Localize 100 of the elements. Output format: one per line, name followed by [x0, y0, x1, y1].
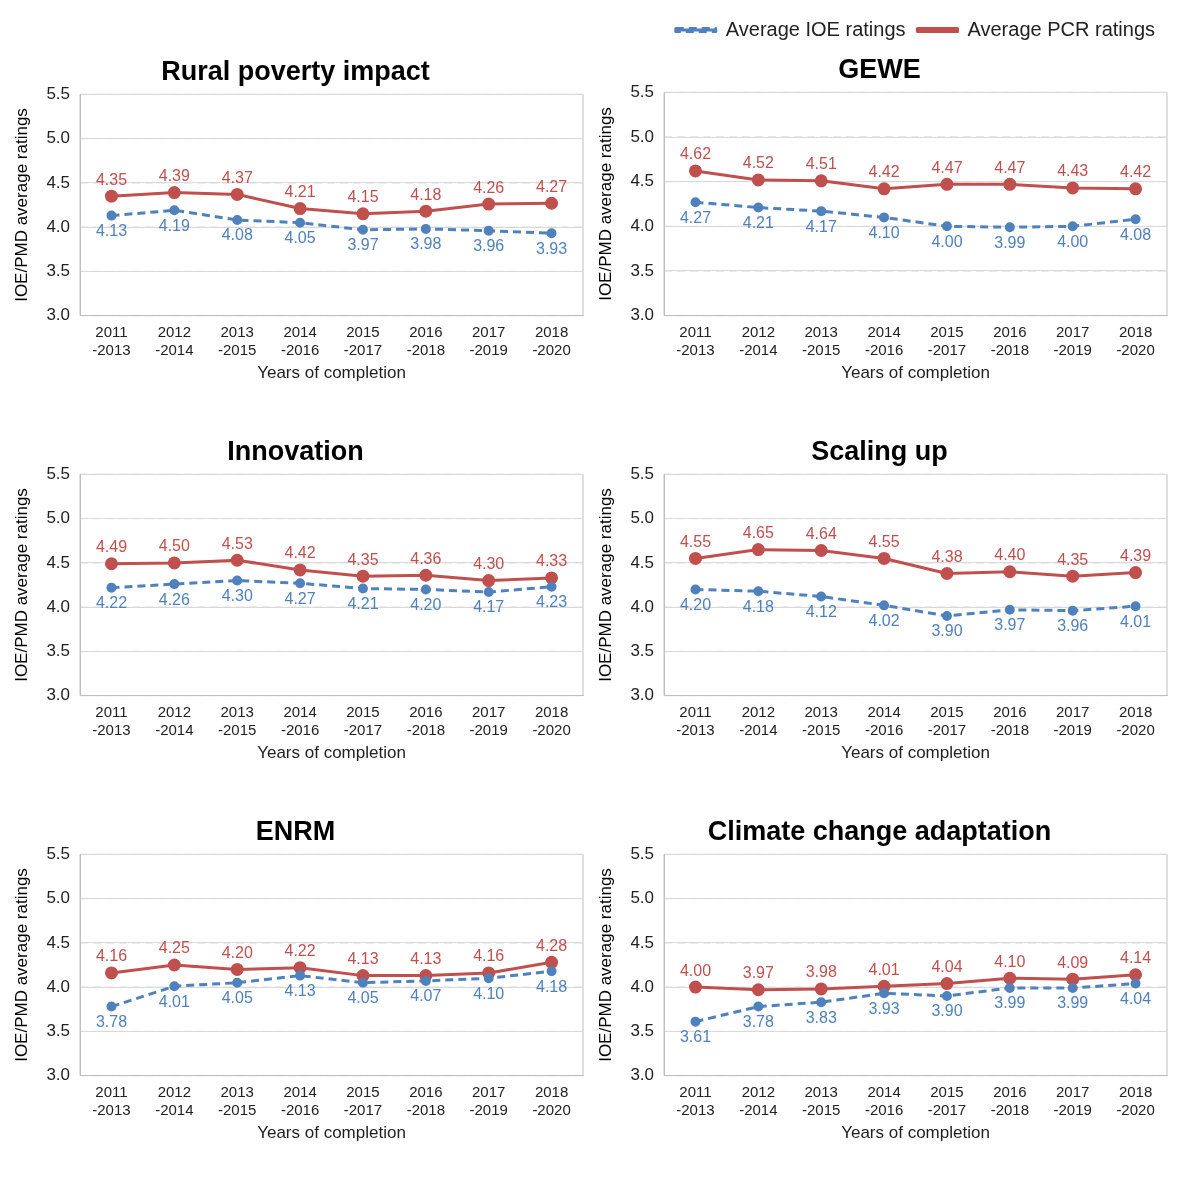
y-tick-label: 4.0 — [46, 976, 71, 996]
x-tick-label: 2014 -2016 — [280, 702, 320, 738]
x-axis-title: Years of completion — [257, 743, 406, 763]
data-label: 3.78 — [742, 1012, 775, 1030]
y-tick-label: 5.0 — [630, 888, 655, 908]
data-label: 4.35 — [347, 550, 379, 568]
x-tick-label: 2015 -2017 — [927, 322, 967, 358]
point — [167, 186, 181, 200]
y-tick-label: 4.0 — [630, 596, 655, 616]
point — [1003, 971, 1017, 985]
point — [690, 1016, 701, 1027]
point — [169, 205, 180, 216]
data-label: 4.22 — [284, 942, 316, 960]
point — [546, 228, 557, 239]
data-label: 4.14 — [1119, 949, 1152, 967]
point — [106, 210, 117, 221]
data-label: 4.04 — [931, 957, 963, 975]
data-label: 4.10 — [868, 223, 900, 241]
data-label: 4.08 — [1119, 225, 1152, 243]
data-label: 3.83 — [805, 1008, 837, 1026]
data-label: 3.96 — [1057, 617, 1089, 635]
data-label: 4.20 — [410, 595, 442, 613]
data-label: 4.02 — [868, 611, 900, 629]
point — [419, 204, 433, 218]
data-label: 3.97 — [742, 964, 775, 982]
data-label: 3.99 — [994, 233, 1026, 251]
data-label: 3.97 — [994, 616, 1026, 634]
x-tick-label: 2013 -2015 — [802, 702, 841, 738]
point — [230, 962, 244, 976]
data-label: 4.43 — [1057, 162, 1089, 180]
point — [232, 215, 243, 226]
data-label: 4.35 — [95, 170, 128, 188]
point — [877, 551, 891, 565]
point — [1066, 569, 1080, 583]
y-tick-label: 3.0 — [46, 685, 71, 705]
data-label: 4.10 — [473, 984, 505, 1002]
x-tick-label: 2012 -2014 — [739, 702, 778, 738]
data-label: 4.18 — [410, 185, 442, 203]
data-label: 4.13 — [95, 222, 128, 240]
data-label: 4.33 — [535, 552, 568, 570]
data-label: 4.27 — [284, 589, 316, 607]
y-tick-label: 3.0 — [630, 1065, 655, 1085]
point — [295, 217, 306, 228]
data-label: 4.53 — [221, 534, 253, 552]
data-label: 4.13 — [410, 950, 442, 968]
x-tick-label: 2012 -2014 — [155, 322, 194, 358]
x-tick-label: 2012 -2014 — [155, 702, 194, 738]
point — [545, 955, 559, 969]
x-tick-label: 2011 -2013 — [92, 702, 131, 738]
data-label: 4.64 — [805, 524, 837, 542]
x-tick-label: 2017 -2019 — [1053, 322, 1092, 358]
data-label: 4.08 — [221, 226, 253, 244]
data-label: 3.96 — [473, 237, 505, 255]
data-label: 4.42 — [1119, 163, 1152, 181]
data-label: 4.01 — [1119, 612, 1152, 630]
x-tick-label: 2014 -2016 — [864, 702, 904, 738]
point — [1066, 181, 1080, 195]
x-tick-label: 2014 -2016 — [864, 1082, 904, 1118]
point — [104, 557, 118, 571]
y-tick-label: 4.5 — [630, 932, 655, 952]
x-tick-label: 2018 -2020 — [532, 1082, 571, 1118]
y-tick-label: 3.0 — [630, 305, 655, 325]
point — [167, 958, 181, 972]
data-label: 4.26 — [158, 590, 191, 608]
data-label: 4.12 — [805, 602, 837, 620]
data-label: 4.19 — [158, 216, 191, 234]
y-tick-label: 4.5 — [630, 171, 655, 191]
x-tick-label: 2013 -2015 — [218, 1082, 257, 1118]
point — [1130, 978, 1141, 989]
data-label: 4.17 — [473, 598, 505, 616]
point — [877, 182, 891, 196]
point — [545, 196, 559, 210]
point — [940, 977, 954, 991]
x-tick-label: 2016 -2018 — [990, 1082, 1030, 1118]
chart-title: Innovation — [227, 435, 364, 466]
point — [106, 582, 117, 593]
y-tick-label: 3.0 — [46, 1065, 71, 1085]
chart-title: Rural poverty impact — [161, 55, 430, 86]
x-tick-label: 2012 -2014 — [739, 322, 778, 358]
point — [1129, 566, 1143, 580]
point — [230, 553, 244, 567]
y-tick-label: 5.5 — [630, 82, 655, 102]
y-tick-label: 4.0 — [630, 976, 655, 996]
point — [356, 569, 370, 583]
y-tick-label: 3.5 — [46, 261, 71, 281]
data-label: 4.42 — [284, 544, 316, 562]
y-tick-label: 5.5 — [46, 464, 71, 484]
point — [816, 591, 827, 602]
point — [1067, 221, 1078, 232]
x-tick-label: 2011 -2013 — [92, 322, 131, 358]
point — [1004, 983, 1015, 994]
x-tick-label: 2014 -2016 — [864, 322, 904, 358]
point — [879, 988, 890, 999]
point — [814, 543, 828, 557]
data-label: 4.27 — [679, 208, 712, 226]
data-label: 4.20 — [679, 595, 712, 613]
x-tick-label: 2015 -2017 — [343, 702, 383, 738]
point — [751, 983, 765, 997]
chart-title: Scaling up — [811, 435, 948, 466]
point — [1003, 177, 1017, 191]
